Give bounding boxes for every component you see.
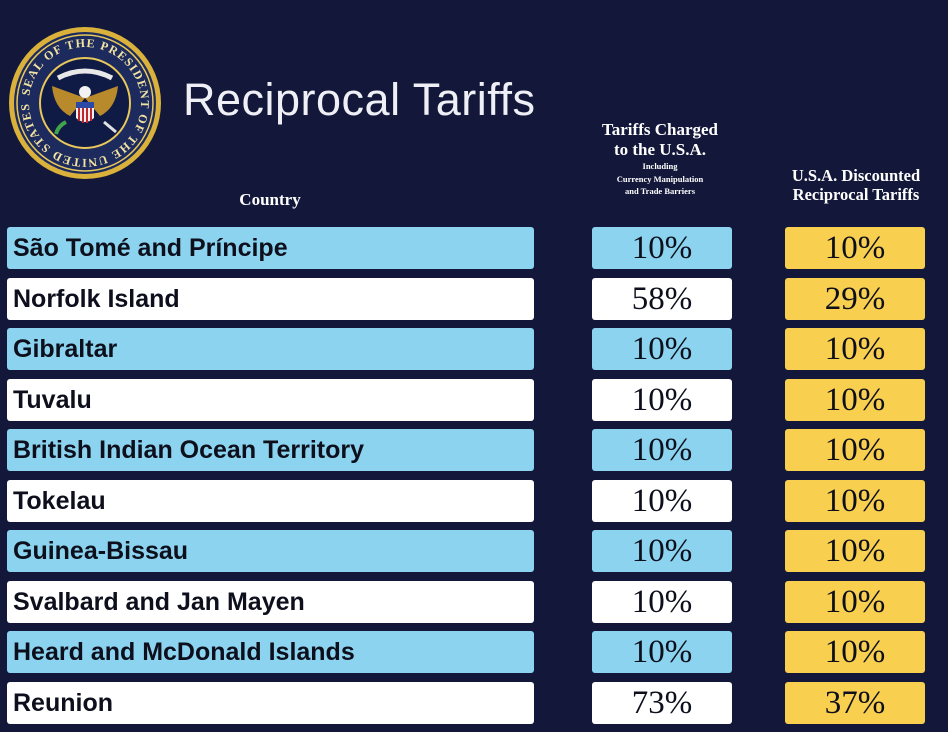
- discounted-tariffs-column-header: U.S.A. Discounted Reciprocal Tariffs: [764, 166, 948, 205]
- charged-tariff-cell: 10%: [592, 581, 732, 623]
- charged-tariff-cell: 58%: [592, 278, 732, 320]
- charged-subheader-line3: and Trade Barriers: [624, 186, 696, 197]
- country-cell: Norfolk Island: [7, 278, 534, 320]
- table-row: Reunion 73% 37%: [0, 682, 948, 724]
- country-cell: Svalbard and Jan Mayen: [7, 581, 534, 623]
- discounted-header-line1: U.S.A. Discounted: [791, 166, 921, 185]
- country-cell: Tuvalu: [7, 379, 534, 421]
- table-row: Tuvalu 10% 10%: [0, 379, 948, 421]
- table-row: Tokelau 10% 10%: [0, 480, 948, 522]
- charged-tariff-cell: 10%: [592, 379, 732, 421]
- country-column-header: Country: [239, 190, 301, 209]
- charged-tariff-cell: 10%: [592, 631, 732, 673]
- country-cell: São Tomé and Príncipe: [7, 227, 534, 269]
- table-row: São Tomé and Príncipe 10% 10%: [0, 227, 948, 269]
- discounted-tariff-cell: 10%: [785, 227, 925, 269]
- table-row: Guinea-Bissau 10% 10%: [0, 530, 948, 572]
- presidential-seal-icon: SEAL OF THE PRESIDENT OF THE UNITED STAT…: [9, 27, 161, 179]
- table-row: Gibraltar 10% 10%: [0, 328, 948, 370]
- table-row: British Indian Ocean Territory 10% 10%: [0, 429, 948, 471]
- charged-header-line1: Tariffs Charged: [601, 120, 718, 139]
- charged-tariff-cell: 10%: [592, 530, 732, 572]
- tariffs-charged-column-header: Tariffs Charged to the U.S.A. Including …: [578, 120, 742, 197]
- charged-subheader-line2: Currency Manipulation: [616, 173, 704, 184]
- discounted-tariff-cell: 10%: [785, 480, 925, 522]
- discounted-tariff-cell: 10%: [785, 581, 925, 623]
- table-row: Norfolk Island 58% 29%: [0, 278, 948, 320]
- discounted-header-line2: Reciprocal Tariffs: [792, 184, 920, 204]
- country-cell: Tokelau: [7, 480, 534, 522]
- country-cell: Gibraltar: [7, 328, 534, 370]
- charged-header-line2: to the U.S.A.: [613, 139, 707, 159]
- country-cell: Heard and McDonald Islands: [7, 631, 534, 673]
- discounted-tariff-cell: 10%: [785, 530, 925, 572]
- charged-tariff-cell: 10%: [592, 429, 732, 471]
- discounted-tariff-cell: 10%: [785, 429, 925, 471]
- country-cell: Reunion: [7, 682, 534, 724]
- discounted-tariff-cell: 37%: [785, 682, 925, 724]
- charged-tariff-cell: 10%: [592, 227, 732, 269]
- charged-tariff-cell: 73%: [592, 682, 732, 724]
- discounted-tariff-cell: 10%: [785, 379, 925, 421]
- country-cell: Guinea-Bissau: [7, 530, 534, 572]
- discounted-tariff-cell: 10%: [785, 631, 925, 673]
- table-row: Svalbard and Jan Mayen 10% 10%: [0, 581, 948, 623]
- charged-subheader-line1: Including: [642, 161, 678, 172]
- discounted-tariff-cell: 10%: [785, 328, 925, 370]
- country-cell: British Indian Ocean Territory: [7, 429, 534, 471]
- page-title: Reciprocal Tariffs: [183, 74, 536, 125]
- charged-tariff-cell: 10%: [592, 328, 732, 370]
- discounted-tariff-cell: 29%: [785, 278, 925, 320]
- charged-tariff-cell: 10%: [592, 480, 732, 522]
- table-row: Heard and McDonald Islands 10% 10%: [0, 631, 948, 673]
